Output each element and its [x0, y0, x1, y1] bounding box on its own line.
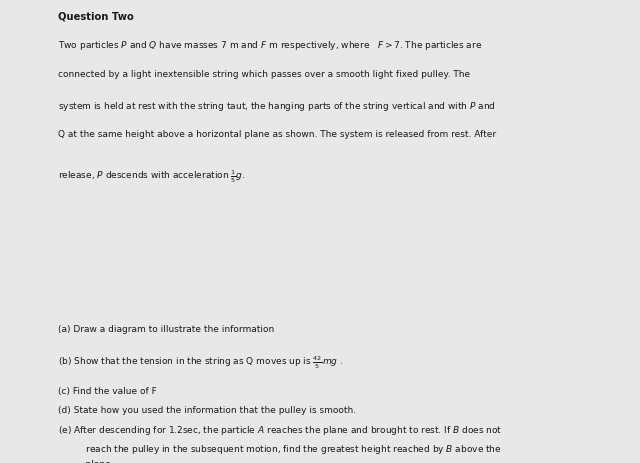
Text: Question Two: Question Two	[58, 12, 133, 21]
Text: Q at the same height above a horizontal plane as shown. The system is released f: Q at the same height above a horizontal …	[58, 130, 496, 139]
Text: release, $P$ descends with acceleration $\frac{1}{5}g$.: release, $P$ descends with acceleration …	[58, 168, 245, 184]
Text: (b) Show that the tension in the string as Q moves up is $\frac{42}{5}$$mg$ .: (b) Show that the tension in the string …	[58, 354, 343, 370]
Text: connected by a light inextensible string which passes over a smooth light fixed : connected by a light inextensible string…	[58, 69, 470, 78]
Text: reach the pulley in the subsequent motion, find the greatest height reached by $: reach the pulley in the subsequent motio…	[74, 443, 501, 456]
Text: system is held at rest with the string taut, the hanging parts of the string ver: system is held at rest with the string t…	[58, 100, 495, 113]
Text: Two particles $P$ and $Q$ have masses 7 m and $F$ m respectively, where   $F > 7: Two particles $P$ and $Q$ have masses 7 …	[58, 39, 482, 52]
Text: plane.: plane.	[74, 459, 113, 463]
Text: (c) Find the value of F: (c) Find the value of F	[58, 386, 156, 395]
Text: (d) State how you used the information that the pulley is smooth.: (d) State how you used the information t…	[58, 405, 356, 413]
Text: (a) Draw a diagram to illustrate the information: (a) Draw a diagram to illustrate the inf…	[58, 324, 274, 333]
Text: (e) After descending for 1.2sec, the particle $A$ reaches the plane and brought : (e) After descending for 1.2sec, the par…	[58, 423, 502, 436]
